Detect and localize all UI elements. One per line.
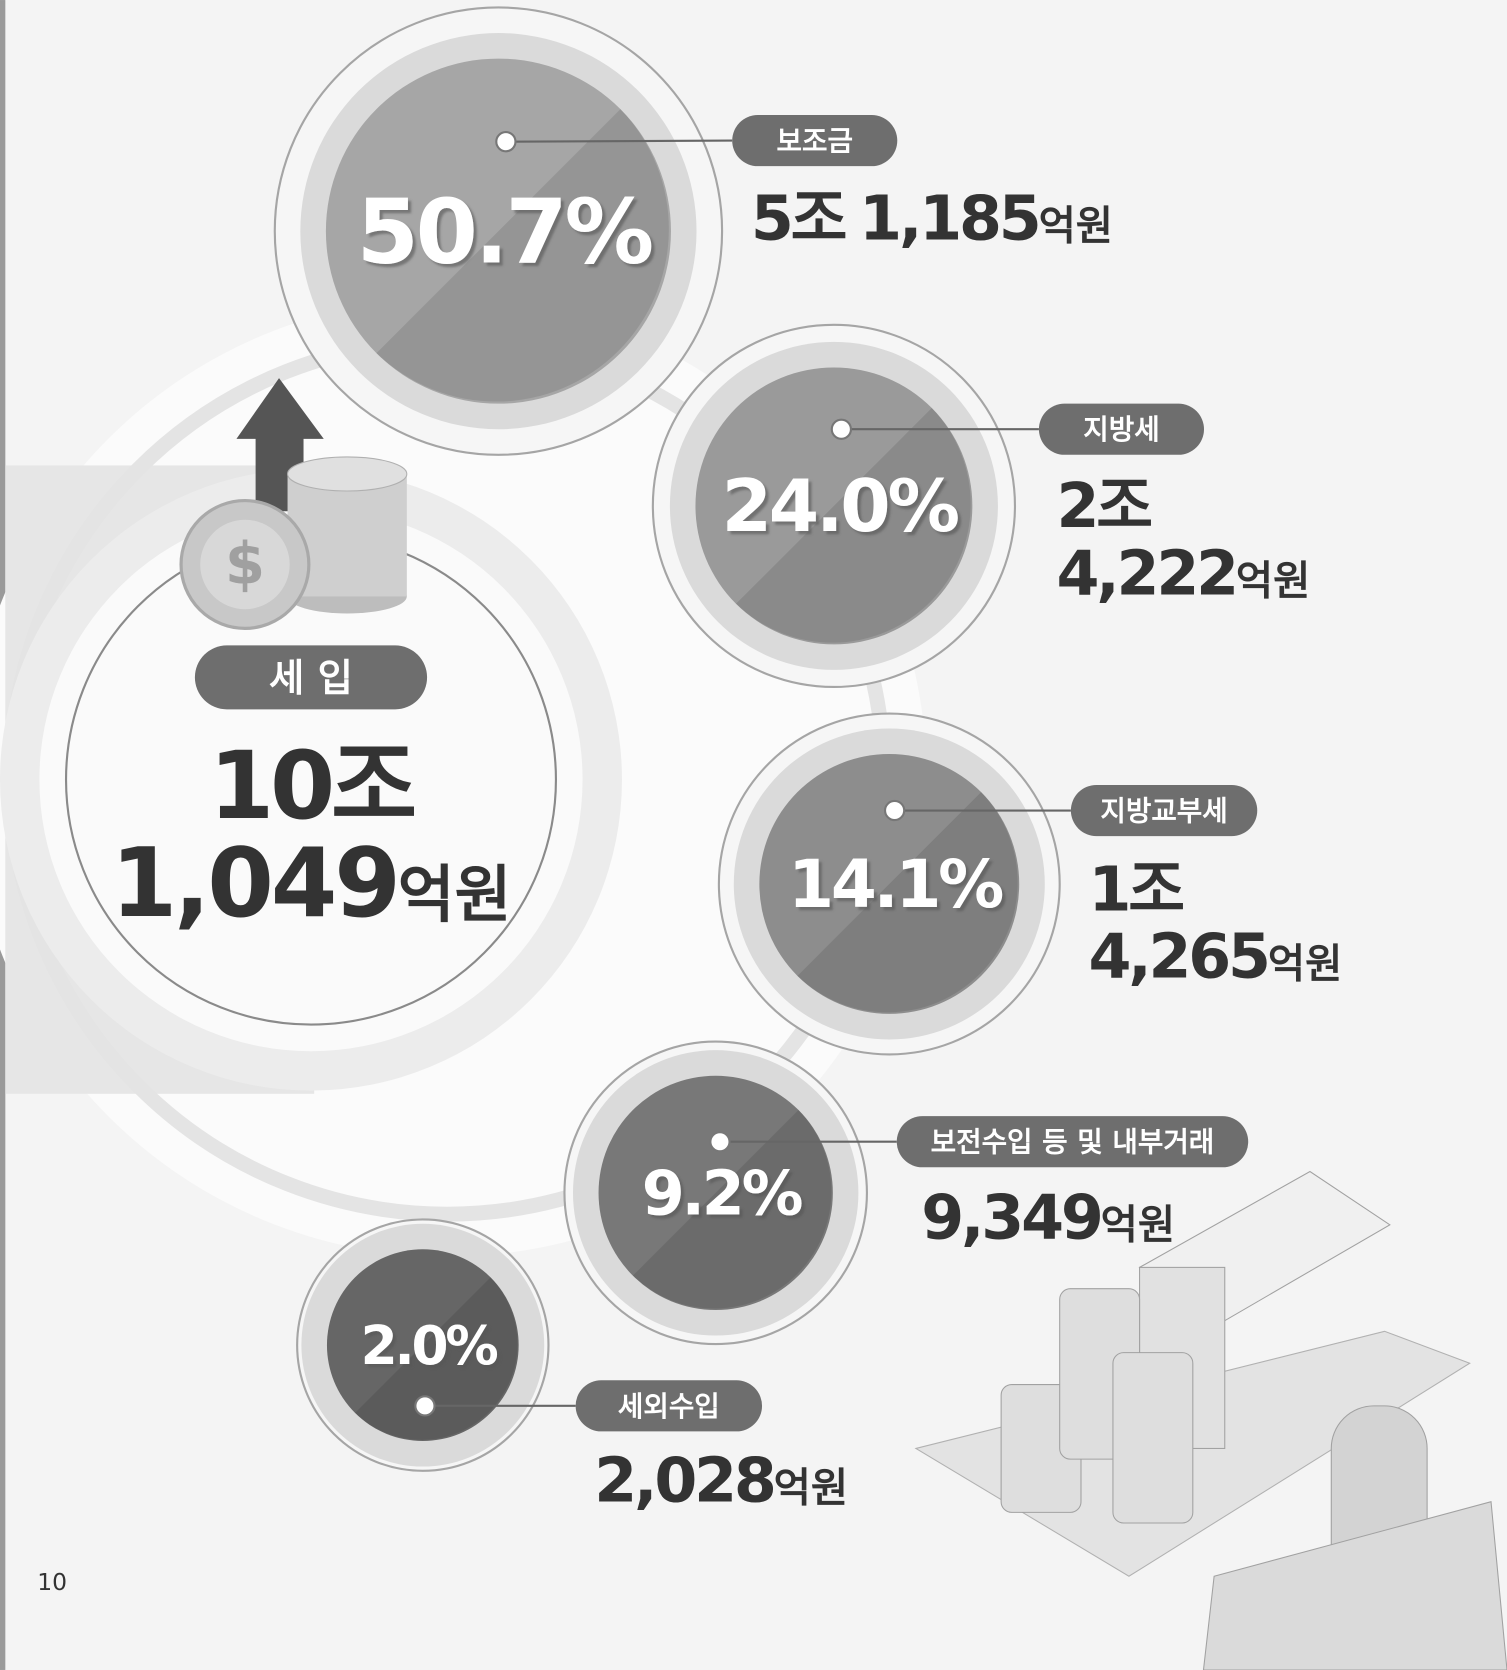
amount-number: 1,185 [859, 183, 1038, 255]
bubble-shade [632, 1110, 832, 1309]
label-text: 세 입 [269, 656, 353, 701]
amount-jo: 2조 [1056, 470, 1151, 542]
amount-unit: 억원 [774, 1464, 848, 1512]
amount: 4,222억원 [1056, 537, 1310, 609]
bubble-shade [797, 792, 1018, 1013]
bubble-shade [736, 408, 971, 643]
amount-number: 1,049 [111, 827, 398, 939]
total-jo: 10조 [209, 732, 414, 841]
amount-number: 2,028 [594, 1445, 774, 1517]
percent: 9.2% [642, 1157, 802, 1229]
bubble [695, 367, 973, 645]
amount-unit: 억원 [1101, 1201, 1175, 1249]
bubble [759, 754, 1020, 1014]
label-pill [1070, 784, 1258, 837]
amount: 4,265억원 [1088, 921, 1342, 993]
label-pill [732, 115, 898, 167]
svg-text:$: $ [225, 531, 265, 598]
label-pill [896, 1116, 1249, 1168]
leader-dot [883, 799, 906, 822]
leader-dot [830, 418, 853, 440]
label-text: 보전수입 등 및 내부거래 [931, 1126, 1215, 1159]
amount-jo: 5조 [751, 183, 846, 255]
coin-icon: $ [179, 378, 408, 630]
percent: 50.7% [357, 180, 652, 284]
label-text: 세외수입 [618, 1390, 720, 1423]
label-pill [194, 645, 428, 710]
amount: 2,028억원 [594, 1445, 848, 1517]
label-pill [575, 1380, 763, 1432]
label-text: 지방세 [1083, 413, 1159, 446]
amount-number: 9,349 [921, 1182, 1101, 1254]
money-illustration [914, 1170, 1507, 1670]
bubble-shade [376, 109, 669, 402]
amount-unit: 억원 [1236, 556, 1310, 604]
label-pill [1038, 403, 1205, 455]
amount-number: 4,222 [1056, 537, 1235, 609]
percent: 24.0% [722, 465, 959, 549]
amount: 5조 1,185억원 [751, 183, 1113, 255]
leader-dot [709, 1131, 731, 1153]
amount-unit: 억원 [1039, 202, 1113, 250]
amount-unit: 억원 [398, 859, 512, 931]
amount-number: 4,265 [1088, 921, 1267, 993]
label-text: 지방교부세 [1100, 794, 1227, 827]
leader-dot [495, 131, 517, 153]
bubble [326, 1249, 519, 1441]
leader-dot [414, 1395, 436, 1417]
percent: 14.1% [788, 846, 1003, 923]
bubble [598, 1075, 833, 1310]
amount-unit: 억원 [1268, 940, 1342, 988]
leader-line [505, 139, 733, 143]
page-number: 10 [37, 1568, 67, 1596]
amount-jo: 1조 [1088, 854, 1183, 926]
percent: 2.0% [361, 1315, 498, 1377]
bubble-shade [355, 1277, 518, 1440]
amount: 9,349억원 [921, 1182, 1175, 1254]
bubble [325, 58, 671, 404]
label-text: 보조금 [777, 125, 853, 158]
amount: 1,049억원 [111, 827, 512, 939]
